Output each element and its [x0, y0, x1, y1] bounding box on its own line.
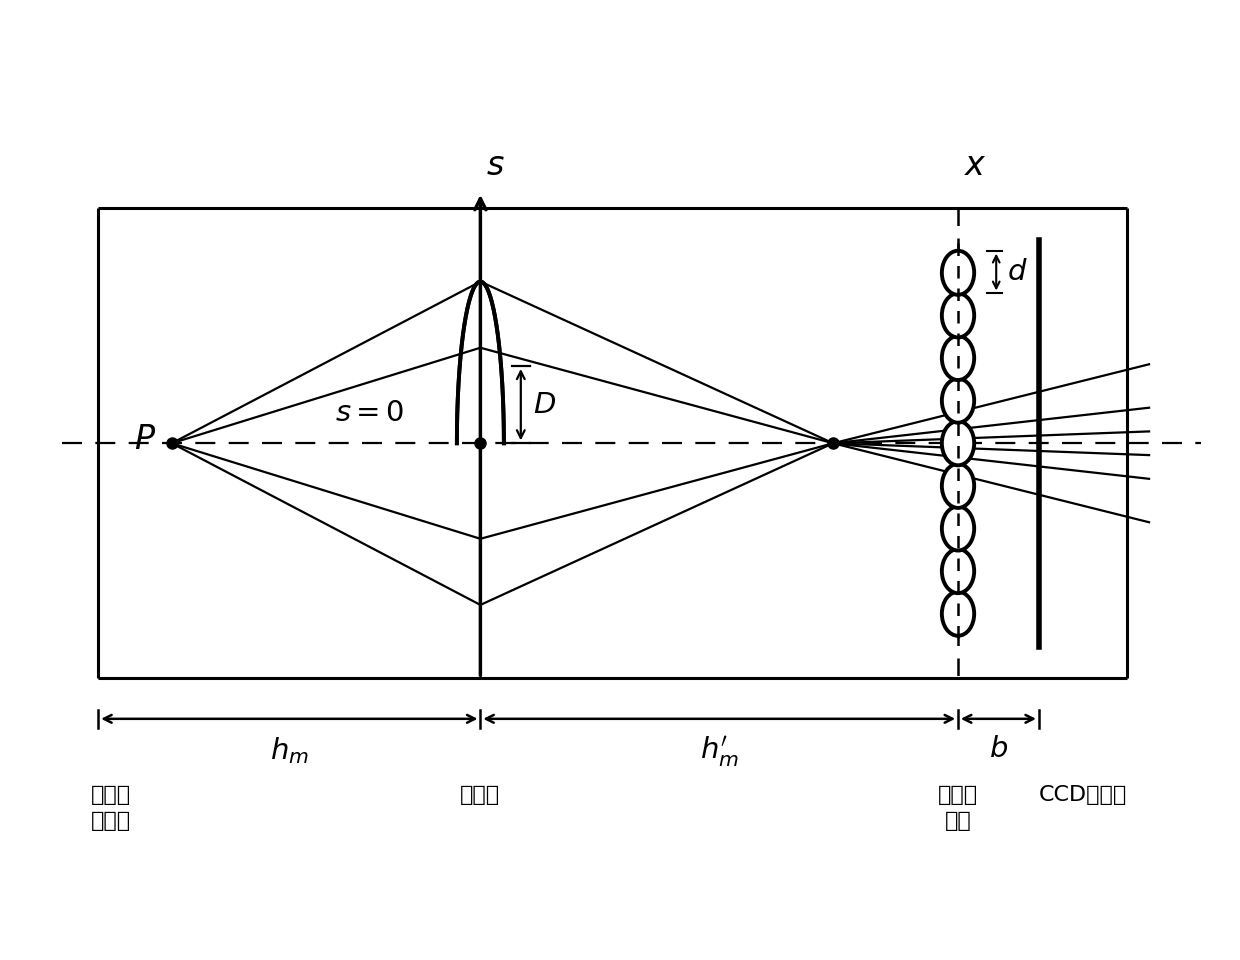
Ellipse shape — [942, 421, 975, 466]
Text: 物空间
焦平面: 物空间 焦平面 — [91, 785, 131, 831]
Text: $b$: $b$ — [988, 735, 1008, 763]
Text: $D$: $D$ — [532, 391, 556, 419]
Ellipse shape — [942, 507, 975, 550]
Text: 主透镜: 主透镜 — [460, 785, 501, 804]
Ellipse shape — [942, 294, 975, 338]
Text: $P$: $P$ — [134, 423, 155, 456]
Ellipse shape — [942, 336, 975, 380]
Text: 微透镜
阵列: 微透镜 阵列 — [937, 785, 978, 831]
Ellipse shape — [942, 549, 975, 593]
Ellipse shape — [942, 378, 975, 422]
Text: $d$: $d$ — [1007, 258, 1027, 286]
Ellipse shape — [942, 591, 975, 636]
Text: $h_m$: $h_m$ — [270, 735, 309, 766]
Ellipse shape — [942, 464, 975, 508]
Text: CCD传感器: CCD传感器 — [1039, 785, 1127, 804]
Ellipse shape — [942, 251, 975, 295]
Text: $s = 0$: $s = 0$ — [336, 399, 405, 427]
Text: $s$: $s$ — [486, 150, 505, 182]
Text: $x$: $x$ — [963, 150, 987, 182]
Text: $h_m'$: $h_m'$ — [699, 735, 739, 770]
